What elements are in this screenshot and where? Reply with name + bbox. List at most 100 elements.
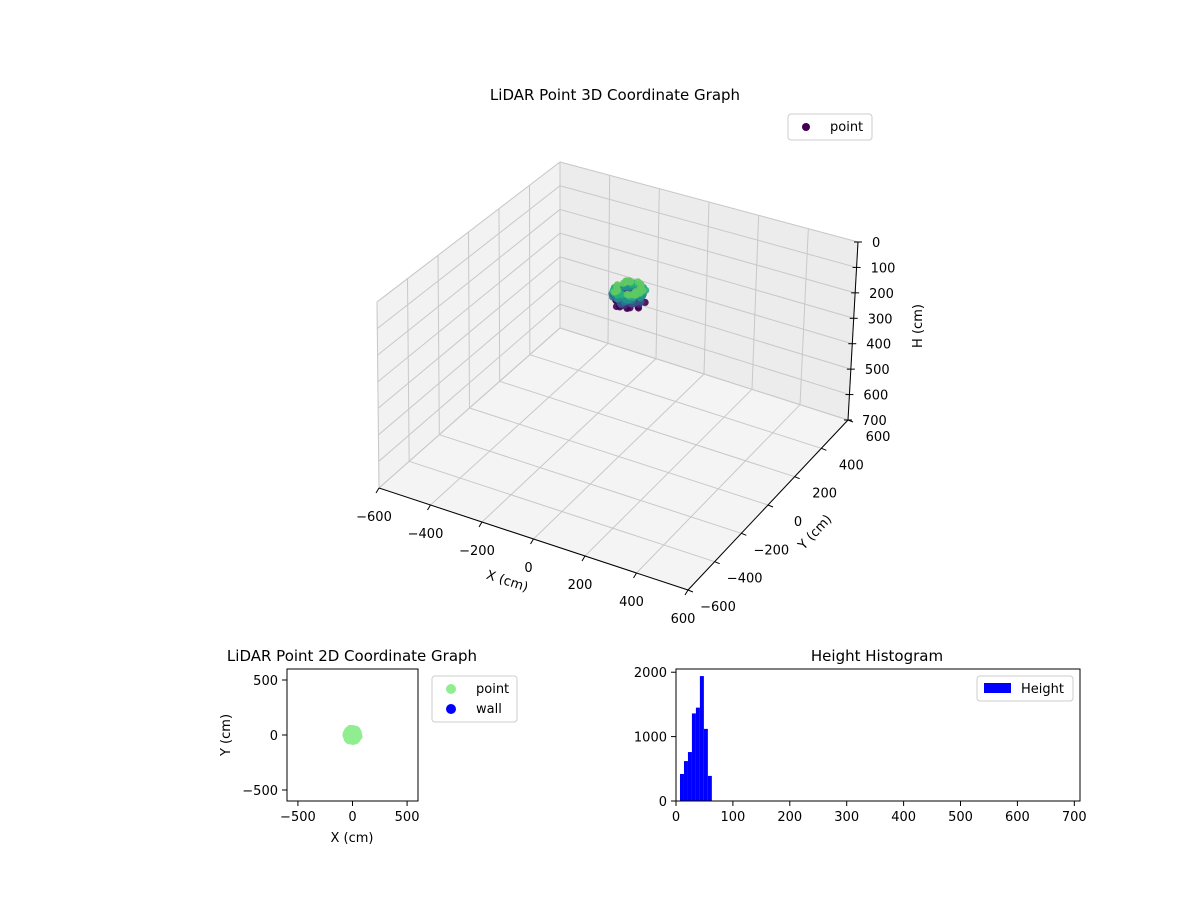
grid-floor-y-1 <box>409 460 715 563</box>
grid-left-z-2 <box>377 209 561 356</box>
x-axis-ticks: −600 −400 −200 0 200 400 600 <box>356 487 695 627</box>
legend-3d-label-point: point <box>830 120 863 135</box>
y-tick-label-1: −400 <box>727 572 763 587</box>
grid-back-x-1 <box>607 175 611 344</box>
point-cloud-2d <box>342 724 363 745</box>
point-cloud-3d <box>608 277 650 312</box>
z-tick-label-0: 0 <box>872 236 880 251</box>
x-axis-label: X (cm) <box>484 568 530 596</box>
legend-3d-box <box>787 113 873 141</box>
y-tick-label-4: 200 <box>812 487 837 502</box>
grid-left-y-2 <box>437 255 440 435</box>
histogram-bar-6 <box>703 728 708 801</box>
x-tick-mark-5 <box>633 572 637 579</box>
grid-left-y-3 <box>468 231 470 409</box>
plot-2d: LiDAR Point 2D Coordinate Graph −500 0 500… <box>219 647 518 846</box>
histogram-y-tick-label-1: 1000 <box>634 731 667 746</box>
z-tick-label-3: 300 <box>868 312 893 327</box>
y-tick-mark-2 <box>741 532 747 536</box>
point-3d-178 <box>632 288 640 296</box>
histogram-bar-1 <box>683 761 688 801</box>
x-tick-mark-3 <box>530 538 534 545</box>
z-tick-label-4: 400 <box>866 338 891 353</box>
y-tick-label-5: 400 <box>839 458 864 473</box>
grid-back-z-1 <box>559 185 857 268</box>
grid-back-z-3 <box>559 232 854 319</box>
grid-3d <box>376 161 859 591</box>
legend-histogram-swatch <box>984 683 1011 693</box>
plot-2d-x-tick-label-1: 0 <box>348 810 356 825</box>
y-tick-label-2: −200 <box>753 543 789 558</box>
histogram-axes <box>675 668 1081 802</box>
y-tick-mark-4 <box>794 476 800 480</box>
x-tick-label-2: −200 <box>459 544 495 559</box>
x-tick-mark-0 <box>375 487 380 494</box>
plot-3d-title: LiDAR Point 3D Coordinate Graph <box>490 86 740 104</box>
grid-back-z-4 <box>559 256 853 345</box>
grid-floor-y-5 <box>529 354 822 449</box>
histogram-title: Height Histogram <box>811 647 943 665</box>
histogram-bar-4 <box>695 707 700 801</box>
histogram-x-tick-label-0: 0 <box>672 810 680 825</box>
z-tick-label-7: 700 <box>862 414 887 429</box>
legend-3d-marker-point <box>802 123 810 131</box>
grid-floor-y-3 <box>469 407 769 506</box>
plot-2d-x-tick-label-0: −500 <box>280 810 316 825</box>
histogram-x-tick-label-4: 400 <box>891 810 916 825</box>
histogram-y-ticks: 0 1000 2000 <box>634 666 676 810</box>
plot-2d-title: LiDAR Point 2D Coordinate Graph <box>227 647 477 665</box>
grid-left-z-0 <box>376 161 561 303</box>
grid-floor-y-2 <box>439 434 742 534</box>
x-tick-label-1: −400 <box>408 527 444 542</box>
z-axis-label: H (cm) <box>911 304 926 348</box>
grid-left-z-1 <box>376 185 561 329</box>
grid-back-z-6 <box>559 303 850 396</box>
x-tick-mark-2 <box>478 521 483 528</box>
legend-2d-marker-point <box>446 684 456 694</box>
point-3d-174 <box>634 278 642 286</box>
point-2d-89 <box>347 728 358 739</box>
grid-back-z-5 <box>559 280 852 370</box>
legend-2d-label-point: point <box>476 682 509 697</box>
grid-left-y-4 <box>498 208 501 382</box>
grid-back-z-0 <box>559 161 859 243</box>
z-axis-ticks: 0 100 200 300 400 500 600 700 <box>844 236 895 429</box>
legend-histogram: Height <box>976 675 1074 702</box>
grid-left-z-7 <box>378 327 561 489</box>
plot-2d-x-ticks: −500 0 500 <box>280 801 419 825</box>
plot-2d-x-tick-label-2: 500 <box>395 810 420 825</box>
plot-2d-y-tick-label-1: 0 <box>270 729 278 744</box>
grid-left-y-1 <box>407 278 410 462</box>
grid-left-z-3 <box>377 232 561 383</box>
z-tick-label-1: 100 <box>871 261 896 276</box>
y-tick-mark-5 <box>821 447 827 451</box>
y-tick-label-6: 600 <box>866 430 891 445</box>
x-tick-mark-6 <box>684 589 689 596</box>
z-axis-line <box>847 241 859 421</box>
z-tick-label-2: 200 <box>869 287 894 302</box>
histogram-y-tick-label-0: 0 <box>659 795 667 810</box>
grid-left-z-4 <box>377 256 561 409</box>
histogram-bar-0 <box>679 773 684 801</box>
histogram-bars <box>679 676 712 801</box>
z-tick-label-5: 500 <box>865 363 890 378</box>
point-3d-175 <box>613 282 621 291</box>
histogram-y-tick-label-2: 2000 <box>634 666 667 681</box>
histogram-bar-2 <box>687 752 692 801</box>
grid-left-z-6 <box>378 303 561 462</box>
histogram-x-tick-label-6: 600 <box>1005 810 1030 825</box>
grid-back-x-3 <box>703 201 710 375</box>
x-tick-mark-4 <box>581 555 586 562</box>
grid-back-x-5 <box>799 228 809 405</box>
histogram-bar-3 <box>691 713 696 801</box>
grid-back-x-2 <box>655 188 660 359</box>
legend-histogram-label: Height <box>1021 682 1064 697</box>
legend-2d-marker-wall <box>446 704 456 714</box>
x-tick-mark-1 <box>427 504 431 511</box>
grid-back-z-7 <box>559 327 849 421</box>
plot-2d-y-ticks: −500 0 500 <box>242 674 287 799</box>
y-tick-label-3: 0 <box>794 515 802 530</box>
plot-histogram: Height Histogram 0 100 200 300 400 500 600 700 … <box>634 647 1087 825</box>
y-tick-mark-0 <box>687 589 694 593</box>
